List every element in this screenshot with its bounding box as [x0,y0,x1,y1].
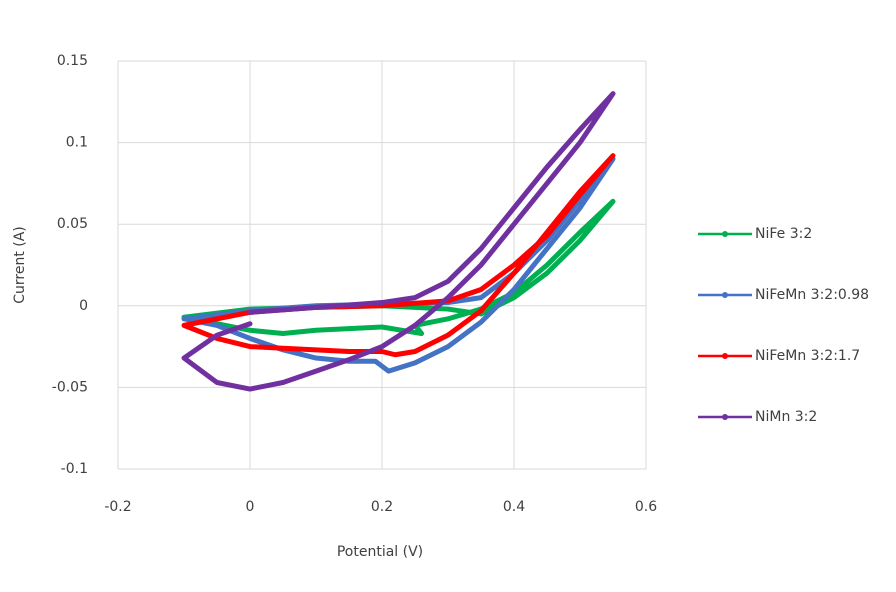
x-axis-title: Potential (V) [337,544,423,560]
y-tick-label: 0 [79,298,88,314]
y-tick-label: -0.1 [61,461,88,477]
y-axis-title: Current (A) [12,226,28,304]
legend-marker [722,414,728,420]
legend-label: NiFe 3:2 [755,226,812,242]
x-tick-label: 0 [246,499,255,515]
y-tick-label: -0.05 [52,379,88,395]
legend-marker [722,292,728,298]
x-tick-label: -0.2 [104,499,131,515]
legend-marker [722,353,728,359]
x-tick-label: 0.4 [503,499,525,515]
y-tick-label: 0.15 [57,53,88,69]
legend-label: NiFeMn 3:2:1.7 [755,348,860,364]
y-tick-label: 0.1 [66,135,88,151]
y-tick-label: 0.05 [57,216,88,232]
x-tick-label: 0.6 [635,499,657,515]
x-tick-label: 0.2 [371,499,393,515]
legend-label: NiFeMn 3:2:0.98 [755,287,869,303]
legend-label: NiMn 3:2 [755,409,817,425]
chart: Potential (V) Current (A) -0.1 -0.05 0 0.05… [0,0,896,592]
legend-marker [722,231,728,237]
